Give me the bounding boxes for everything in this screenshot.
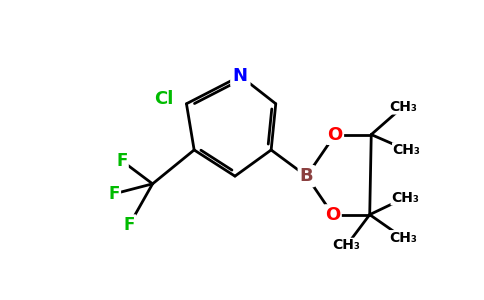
Text: CH₃: CH₃ (333, 238, 361, 252)
Text: O: O (328, 126, 343, 144)
Text: B: B (300, 167, 313, 185)
Text: F: F (108, 185, 120, 203)
Text: F: F (116, 152, 127, 170)
Text: CH₃: CH₃ (391, 191, 419, 205)
Text: CH₃: CH₃ (389, 231, 417, 245)
Text: F: F (124, 216, 135, 234)
Text: CH₃: CH₃ (393, 143, 421, 157)
Text: O: O (325, 206, 340, 224)
Text: Cl: Cl (154, 90, 174, 108)
Text: N: N (233, 67, 248, 85)
Text: CH₃: CH₃ (389, 100, 417, 114)
